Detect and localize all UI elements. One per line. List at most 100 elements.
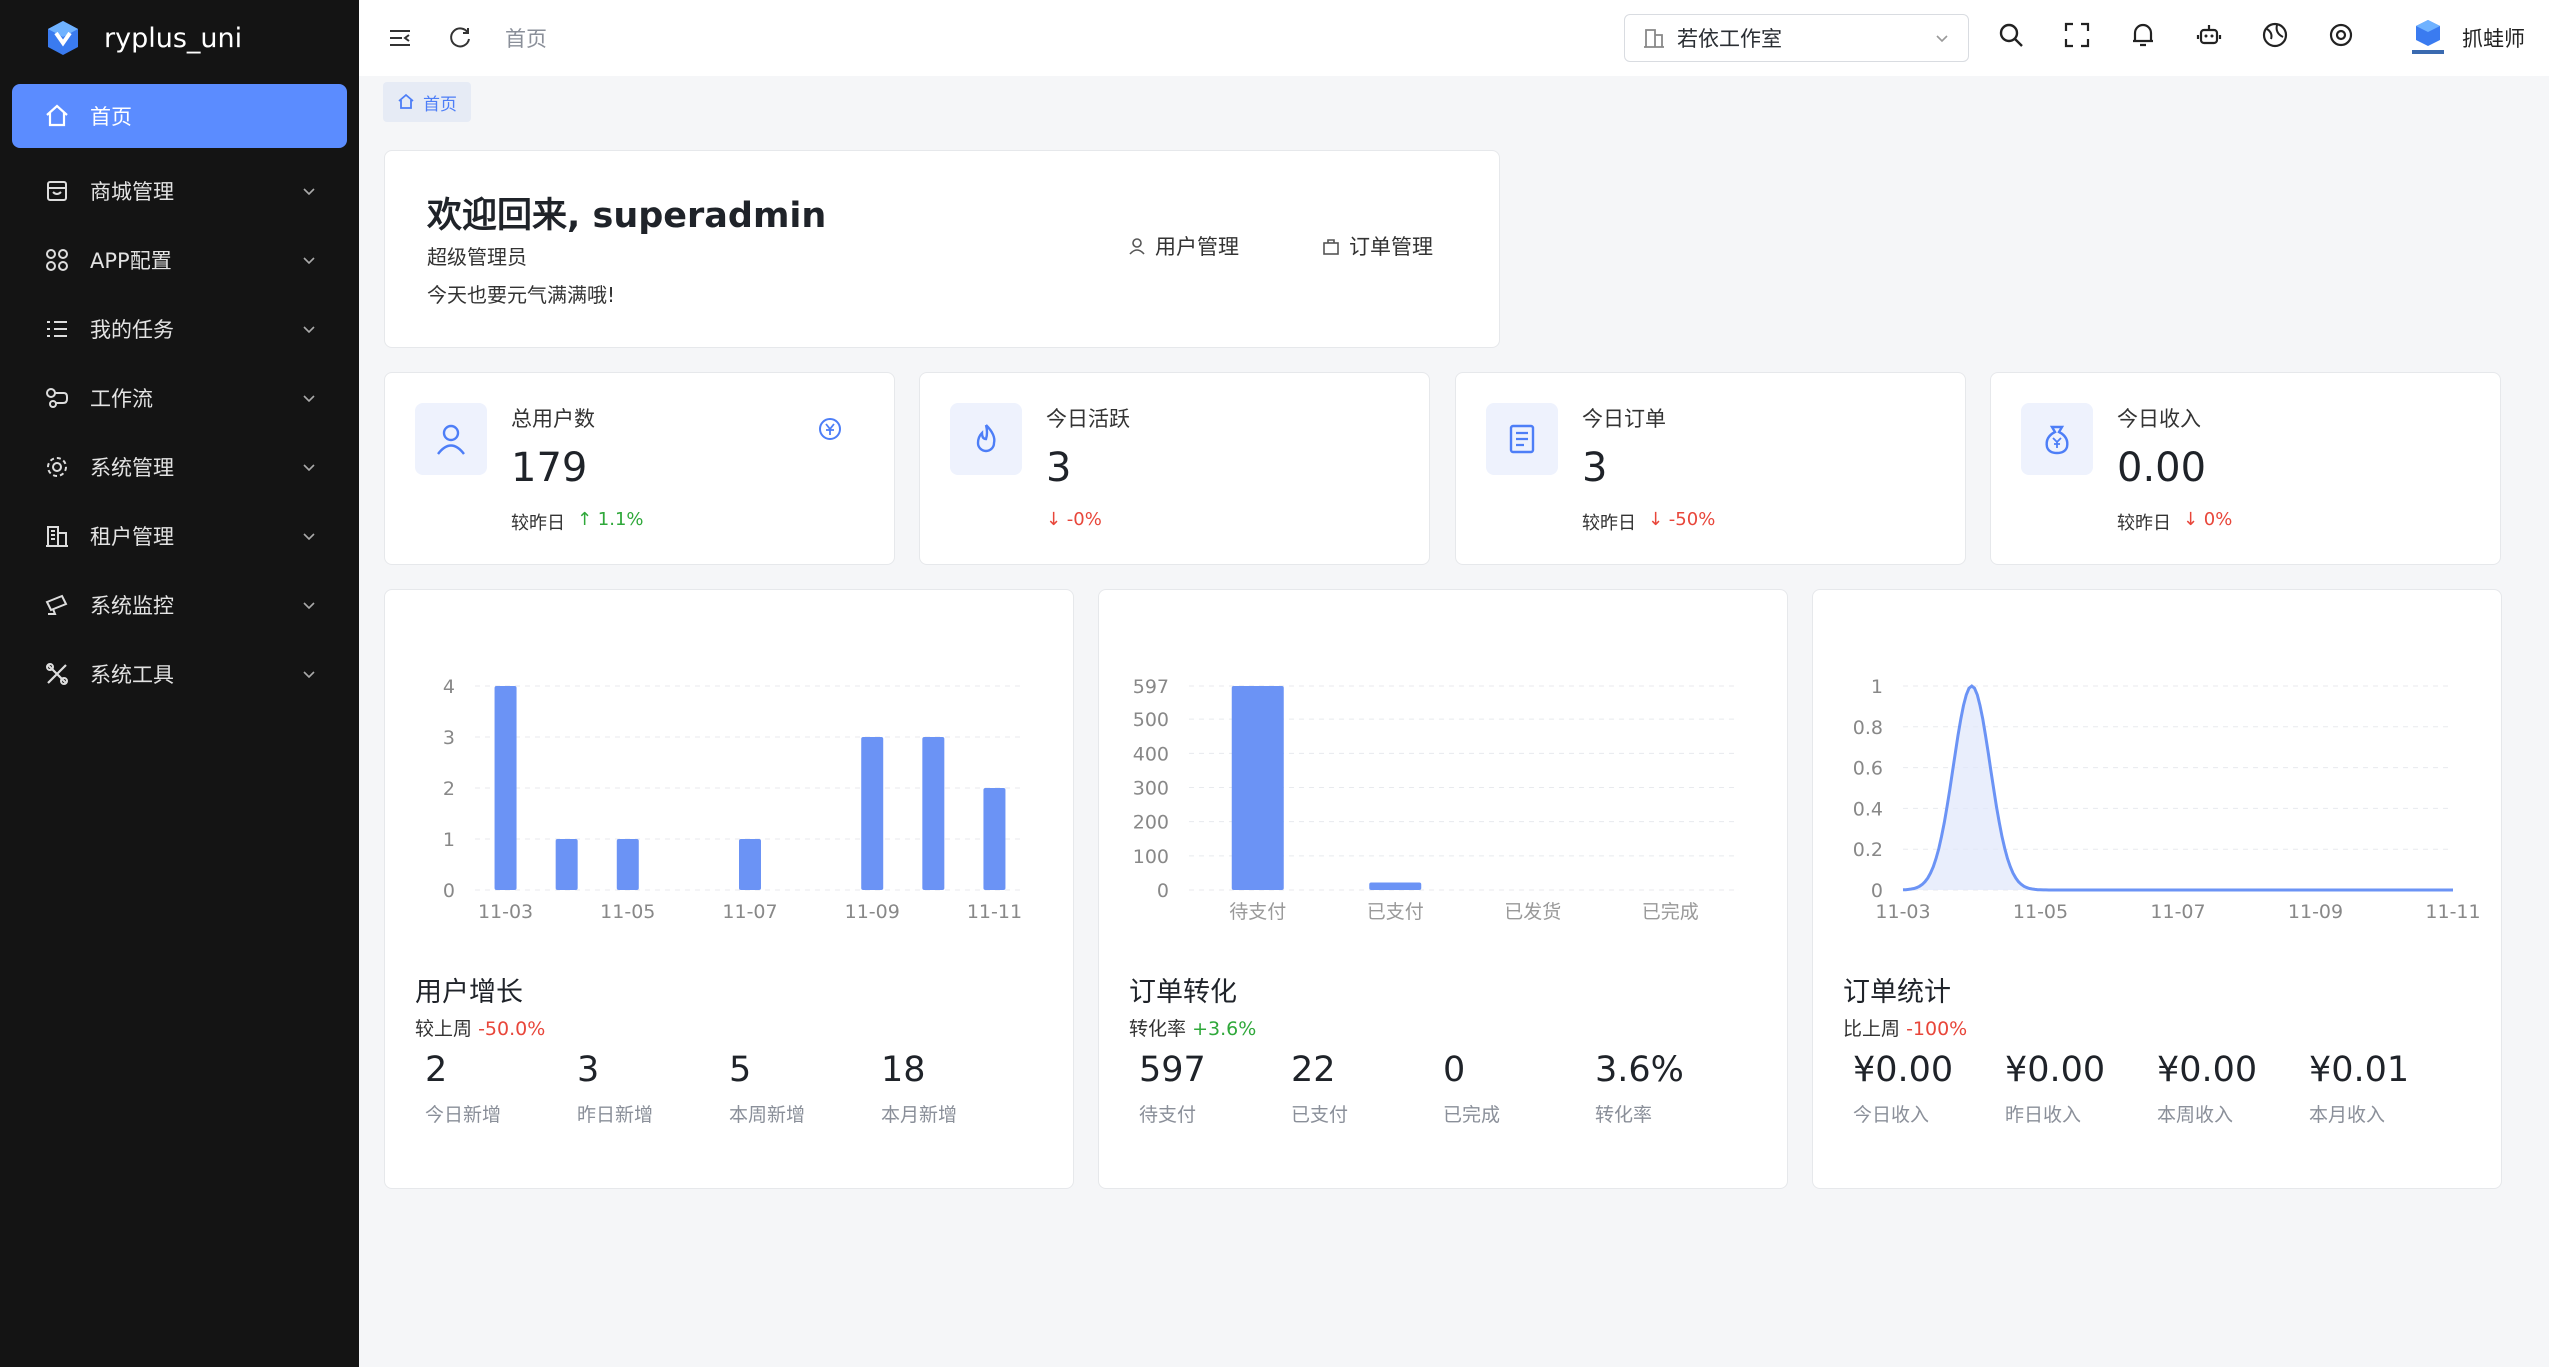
welcome-title: 欢迎回来, superadmin <box>427 196 827 236</box>
user-menu[interactable]: 抓蛙师 <box>2406 16 2525 60</box>
store-icon <box>42 176 72 206</box>
quick-link-order-management[interactable]: 订单管理 <box>1321 231 1433 261</box>
sidebar-item-system-tools[interactable]: 系统工具 <box>12 641 347 707</box>
workflow-icon <box>42 383 72 413</box>
bar <box>739 839 761 890</box>
metric-value: ¥0.00 <box>2005 1050 2106 1090</box>
task-list-icon <box>42 314 72 344</box>
robot-icon[interactable] <box>2194 20 2224 50</box>
x-tick-label: 11-05 <box>600 901 655 923</box>
y-tick-label: 0 <box>443 880 455 902</box>
metric-value: 3 <box>577 1050 600 1090</box>
compare-label: 较昨日 <box>511 513 565 534</box>
metric-value: ¥0.00 <box>1853 1050 1954 1090</box>
stat-label: 今日收入 <box>2117 407 2201 431</box>
sidebar-item-workflow[interactable]: 工作流 <box>12 365 347 431</box>
globe-icon[interactable] <box>2260 20 2290 50</box>
chevron-down-icon <box>303 602 315 610</box>
metric: ¥0.00 今日收入 <box>1853 1050 2005 1127</box>
chevron-down-icon <box>303 257 315 265</box>
logo-icon <box>48 21 78 55</box>
top-header: 首页 若依工作室 抓蛙师 <box>359 0 2549 76</box>
sidebar-item-label: 我的任务 <box>90 318 174 342</box>
chevron-down-icon <box>303 326 315 334</box>
stat-card-total-users: 总用户数 179 较昨日 ↑ 1.1% <box>384 372 895 565</box>
sidebar-item-label: 系统管理 <box>90 456 174 480</box>
metric-label: 本周收入 <box>2157 1104 2234 1126</box>
fullscreen-icon[interactable] <box>2062 20 2092 50</box>
sidebar-item-label: 商城管理 <box>90 180 174 204</box>
metric-value: 597 <box>1139 1050 1206 1090</box>
sidebar-item-label: 租户管理 <box>90 525 174 549</box>
bar <box>922 737 945 890</box>
stat-card-today-orders: 今日订单 3 较昨日 ↓ -50% <box>1455 372 1966 565</box>
tenant-select[interactable]: 若依工作室 <box>1624 14 1969 62</box>
sidebar-item-home[interactable]: 首页 <box>12 84 347 148</box>
stat-value: 3 <box>1046 445 1072 491</box>
sub-value: -50.0% <box>478 1018 546 1040</box>
chevron-down-icon <box>303 464 315 472</box>
sidebar-item-my-tasks[interactable]: 我的任务 <box>12 296 347 362</box>
panel-title: 订单转化 <box>1129 977 1237 1008</box>
settings-icon[interactable] <box>2326 20 2356 50</box>
sidebar-item-store[interactable]: 商城管理 <box>12 158 347 224</box>
user-icon <box>415 403 487 475</box>
user-growth-chart: 0 1 2 3 4 11-03 11-05 11-07 11-09 11-11 <box>443 676 1025 923</box>
quick-link-user-management[interactable]: 用户管理 <box>1127 231 1239 261</box>
sidebar-item-system-monitor[interactable]: 系统监控 <box>12 572 347 638</box>
metric: 2 今日新增 <box>425 1050 577 1127</box>
x-tick-label: 11-05 <box>2013 901 2068 923</box>
metric-value: 2 <box>425 1050 448 1090</box>
metric-label: 转化率 <box>1595 1104 1653 1126</box>
search-icon[interactable] <box>1996 20 2026 50</box>
brand[interactable]: ryplus_uni <box>0 0 359 76</box>
user-role: 超级管理员 <box>427 245 527 269</box>
panel-metrics: 597 待支付 22 已支付 0 已完成 3.6% 转化率 <box>1139 1050 1747 1127</box>
currency-exchange-icon[interactable] <box>816 415 844 443</box>
sidebar-item-tenant-management[interactable]: 租户管理 <box>12 503 347 569</box>
panel-subtitle: 比上周 -100% <box>1843 1014 1967 1041</box>
metric-label: 已支付 <box>1291 1104 1349 1126</box>
tab-home[interactable]: 首页 <box>383 82 471 122</box>
stat-change: ↓ -0% <box>1046 509 1102 530</box>
chevron-down-icon <box>303 188 315 196</box>
tab-label: 首页 <box>423 94 457 115</box>
home-icon <box>398 93 414 109</box>
apps-icon <box>42 245 72 275</box>
building-icon <box>42 521 72 551</box>
stat-card-today-revenue: 今日收入 0.00 较昨日 ↓ 0% <box>1990 372 2501 565</box>
sidebar-item-app-config[interactable]: APP配置 <box>12 227 347 293</box>
metric: 18 本月新增 <box>881 1050 1033 1127</box>
order-conversion-panel: 0 100 200 300 400 500 597 待支付 已支付 已发货 已完成 订单转化 转化率… <box>1098 589 1788 1189</box>
y-tick-label: 300 <box>1133 777 1169 799</box>
sidebar-item-system-management[interactable]: 系统管理 <box>12 434 347 500</box>
user-icon <box>1129 238 1145 255</box>
sidebar-item-label: 系统工具 <box>90 663 174 687</box>
y-tick-label: 1 <box>443 829 455 851</box>
y-tick-label: 1 <box>1871 676 1883 698</box>
metric-value: 5 <box>729 1050 752 1090</box>
panel-metrics: ¥0.00 今日收入 ¥0.00 昨日收入 ¥0.00 本周收入 ¥0.01 本月收入 <box>1853 1050 2461 1127</box>
metric: 0 已完成 <box>1443 1050 1595 1127</box>
metric-value: 18 <box>881 1050 926 1090</box>
breadcrumb[interactable]: 首页 <box>505 27 547 51</box>
stat-value: 3 <box>1582 445 1608 491</box>
order-statistics-panel: 0 0.2 0.4 0.6 0.8 1 11-03 11-05 11-07 11-09 11-11 … <box>1812 589 2502 1189</box>
collapse-menu-icon[interactable] <box>385 23 415 53</box>
x-tick-label: 11-11 <box>2425 901 2480 923</box>
sidebar-menu: 首页 商城管理 APP配置 我的任务 工作流 <box>0 76 359 718</box>
order-conversion-chart: 0 100 200 300 400 500 597 待支付 已支付 已发货 已完成 <box>1133 676 1739 923</box>
stat-change: ↓ -50% <box>1648 509 1716 530</box>
x-tick-label: 已支付 <box>1367 901 1424 923</box>
building-icon <box>1644 29 1664 48</box>
stat-card-today-active: 今日活跃 3 ↓ -0% <box>919 372 1430 565</box>
tools-icon <box>42 659 72 689</box>
bar <box>983 788 1006 890</box>
refresh-icon[interactable] <box>445 23 475 53</box>
user-name: 抓蛙师 <box>2462 27 2525 51</box>
bar <box>861 737 884 890</box>
document-icon <box>1486 403 1558 475</box>
panel-subtitle: 较上周 -50.0% <box>415 1014 545 1041</box>
metric-label: 昨日收入 <box>2005 1104 2082 1126</box>
bell-icon[interactable] <box>2128 20 2158 50</box>
